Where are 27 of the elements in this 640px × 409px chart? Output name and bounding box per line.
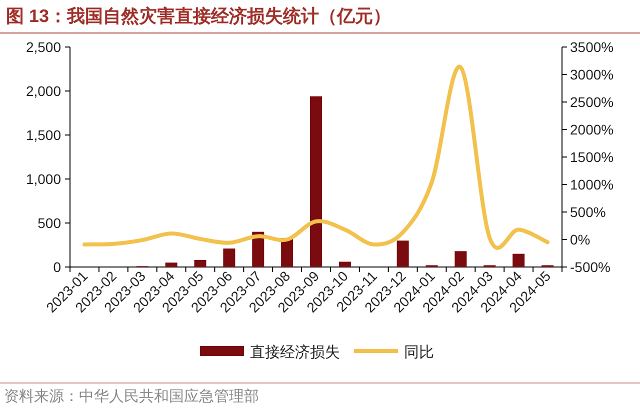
y-tick-label: 2,500 [26,39,62,55]
y2-tick-label: 500% [570,204,606,220]
y2-tick-label: 3500% [570,39,614,55]
y2-tick-label: 1500% [570,149,614,165]
y2-tick-label: -500% [570,259,610,275]
bar [512,254,525,267]
y2-tick-label: 3000% [570,66,614,82]
y2-tick-label: 1000% [570,176,614,192]
y-tick-label: 0 [53,259,62,275]
y-tick-label: 500 [38,215,62,231]
bar [310,96,322,267]
chart-title: 图 13：我国自然灾害直接经济损失统计（亿元） [6,6,392,26]
y-tick-label: 1,000 [26,171,62,187]
bar [396,240,409,267]
legend-label: 同比 [404,344,434,361]
bar [165,262,178,267]
legend-label: 直接经济损失 [250,344,340,361]
y-tick-label: 1,500 [26,127,62,143]
bar [338,262,351,267]
bar [223,248,236,267]
y-tick-label: 2,000 [26,83,62,99]
y2-tick-label: 2000% [570,122,614,138]
y2-tick-label: 0% [570,232,590,248]
bar [194,260,206,267]
y2-tick-label: 2500% [570,94,614,110]
text: 资料来源：中华人民共和国应急管理部 [4,388,259,405]
bar [454,251,467,267]
